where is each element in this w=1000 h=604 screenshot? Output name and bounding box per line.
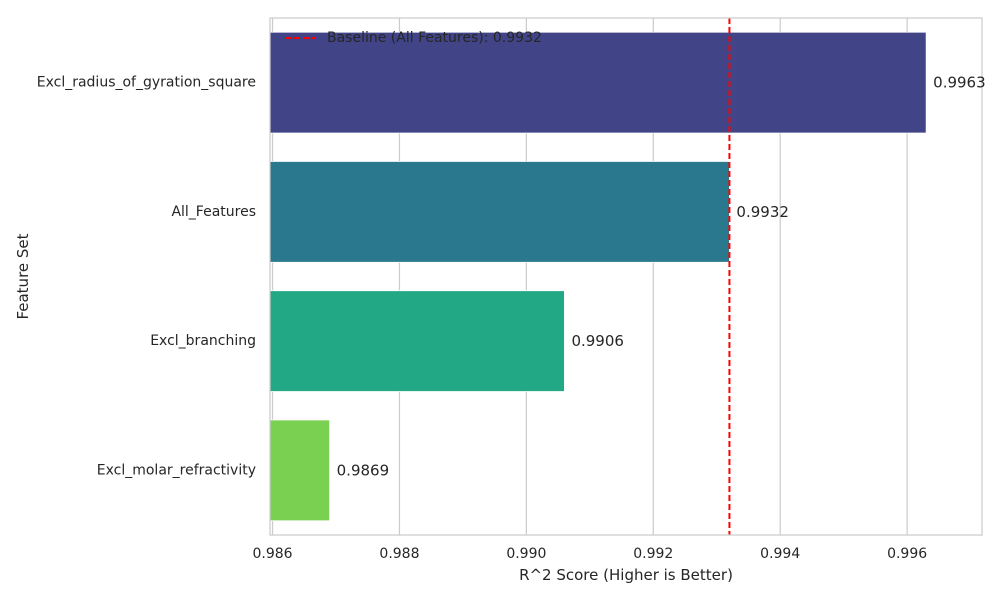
data-label: 0.9963 bbox=[933, 74, 986, 92]
legend: Baseline (All Features): 0.9932 bbox=[285, 30, 542, 46]
x-tick-label: 0.986 bbox=[252, 546, 292, 562]
y-tick-label: Excl_radius_of_gyration_square bbox=[37, 75, 256, 91]
bars bbox=[269, 31, 927, 522]
bar bbox=[269, 419, 331, 522]
data-label: 0.9906 bbox=[571, 332, 624, 350]
y-tick-labels: Excl_radius_of_gyration_square All_Featur… bbox=[37, 75, 256, 479]
y-tick-label: Excl_branching bbox=[150, 333, 256, 349]
y-axis-title: Feature Set bbox=[14, 233, 32, 319]
data-label: 0.9869 bbox=[337, 461, 390, 479]
x-tick-labels: 0.986 0.988 0.990 0.992 0.994 0.996 bbox=[252, 546, 927, 562]
bar bbox=[269, 31, 927, 134]
x-tick-label: 0.996 bbox=[887, 546, 927, 562]
data-labels: 0.9963 0.9932 0.9906 0.9869 bbox=[337, 74, 986, 480]
bar bbox=[269, 161, 730, 263]
x-tick-label: 0.990 bbox=[506, 546, 546, 562]
plot-frame bbox=[269, 17, 983, 536]
y-tick-label: All_Features bbox=[171, 204, 256, 220]
data-label: 0.9932 bbox=[736, 203, 789, 221]
x-axis-title: R^2 Score (Higher is Better) bbox=[519, 566, 733, 584]
bar bbox=[269, 290, 565, 392]
legend-label-baseline: Baseline (All Features): 0.9932 bbox=[327, 30, 542, 46]
x-tick-label: 0.994 bbox=[760, 546, 800, 562]
y-tick-label: Excl_molar_refractivity bbox=[97, 462, 256, 478]
x-tick-label: 0.992 bbox=[633, 546, 673, 562]
x-tick-label: 0.988 bbox=[379, 546, 419, 562]
